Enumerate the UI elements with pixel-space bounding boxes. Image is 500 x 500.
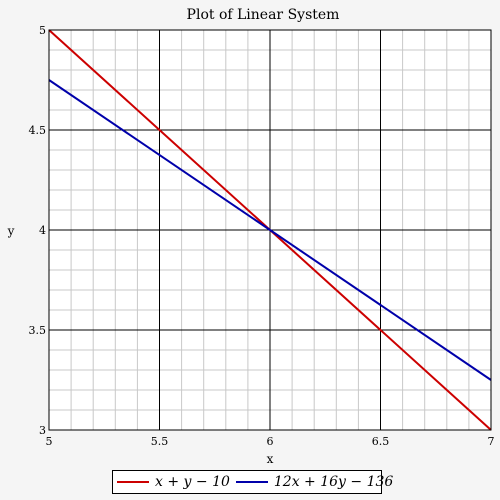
legend-item-series-1: x + y − 10: [117, 474, 230, 490]
legend-swatch-blue: [235, 481, 268, 483]
y-tick-label: 3: [39, 424, 46, 437]
x-tick-labels: 5 5.5 6 6.5 7: [46, 435, 495, 448]
chart-title: Plot of Linear System: [187, 7, 340, 23]
legend-label-series-2: 12x + 16y − 136: [273, 474, 394, 490]
x-tick-label: 6.5: [372, 435, 390, 448]
legend-label-series-1: x + y − 10: [155, 474, 230, 490]
series-line-2: [48, 79, 492, 381]
plot-frame: [48, 29, 492, 431]
series-layer: [48, 29, 492, 431]
y-tick-label: 5: [39, 24, 46, 37]
x-tick-label: 7: [488, 435, 495, 448]
legend: x + y − 10 12x + 16y − 136: [112, 470, 393, 494]
legend-item-series-2: 12x + 16y − 136: [235, 474, 394, 490]
y-tick-label: 4: [39, 224, 46, 237]
y-tick-label: 3.5: [29, 324, 47, 337]
x-tick-label: 5.5: [151, 435, 169, 448]
x-tick-label: 5: [46, 435, 53, 448]
y-axis-label: y: [7, 224, 15, 238]
legend-swatch-red: [117, 481, 149, 483]
x-axis-label: x: [267, 452, 274, 466]
y-tick-label: 4.5: [29, 124, 47, 137]
y-tick-labels: 3 3.5 4 4.5 5: [29, 24, 47, 437]
x-tick-label: 6: [267, 435, 274, 448]
